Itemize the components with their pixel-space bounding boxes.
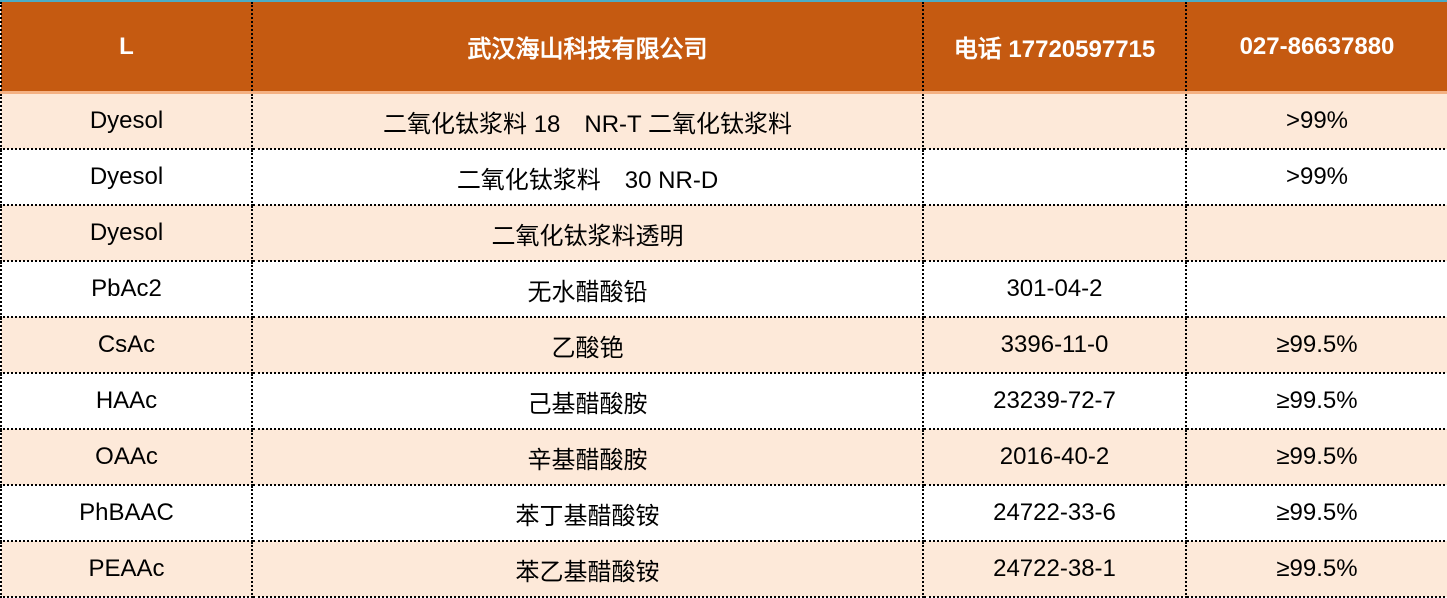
cell-purity: ≥99.5% [1185,540,1447,598]
cell-cas: 23239-72-7 [922,372,1187,430]
cell-name: 无水醋酸铅 [251,260,924,318]
header-name: 武汉海山科技有限公司 [251,2,924,94]
cell-purity: ≥99.5% [1185,484,1447,542]
cell-name: 己基醋酸胺 [251,372,924,430]
cell-purity [1185,204,1447,262]
top-border [0,0,1447,2]
table-row: Dyesol 二氧化钛浆料透明 [0,204,1447,262]
header-cas: 电话 17720597715 [922,2,1187,94]
table-row: PhBAAC 苯丁基醋酸铵 24722-33-6 ≥99.5% [0,484,1447,542]
cell-code: HAAc [0,372,253,430]
cell-cas: 24722-33-6 [922,484,1187,542]
header-code: L [0,2,253,94]
cell-name: 苯乙基醋酸铵 [251,540,924,598]
table-row: PbAc2 无水醋酸铅 301-04-2 [0,260,1447,318]
cell-name: 二氧化钛浆料 30 NR-D [251,148,924,206]
header-purity: 027-86637880 [1185,2,1447,94]
cell-name: 二氧化钛浆料 18 NR-T 二氧化钛浆料 [251,91,924,150]
cell-code: Dyesol [0,204,253,262]
table-row: HAAc 己基醋酸胺 23239-72-7 ≥99.5% [0,372,1447,430]
cell-cas [922,91,1187,150]
cell-name: 苯丁基醋酸铵 [251,484,924,542]
cell-cas: 24722-38-1 [922,540,1187,598]
cell-code: CsAc [0,316,253,374]
table-row: PEAAc 苯乙基醋酸铵 24722-38-1 ≥99.5% [0,540,1447,598]
cell-code: Dyesol [0,91,253,150]
cell-purity: ≥99.5% [1185,428,1447,486]
table-row: OAAc 辛基醋酸胺 2016-40-2 ≥99.5% [0,428,1447,486]
cell-code: Dyesol [0,148,253,206]
cell-name: 二氧化钛浆料透明 [251,204,924,262]
cell-cas: 3396-11-0 [922,316,1187,374]
table-row: Dyesol 二氧化钛浆料 30 NR-D >99% [0,148,1447,206]
cell-purity: ≥99.5% [1185,372,1447,430]
cell-purity: >99% [1185,91,1447,150]
cell-code: PbAc2 [0,260,253,318]
cell-purity: ≥99.5% [1185,316,1447,374]
table-row: CsAc 乙酸铯 3396-11-0 ≥99.5% [0,316,1447,374]
cell-purity [1185,260,1447,318]
cell-purity: >99% [1185,148,1447,206]
cell-cas [922,204,1187,262]
cell-name: 辛基醋酸胺 [251,428,924,486]
table-row: Dyesol 二氧化钛浆料 18 NR-T 二氧化钛浆料 >99% [0,91,1447,150]
cell-code: PhBAAC [0,484,253,542]
cell-cas: 301-04-2 [922,260,1187,318]
cell-code: PEAAc [0,540,253,598]
cell-cas [922,148,1187,206]
cell-code: OAAc [0,428,253,486]
cell-name: 乙酸铯 [251,316,924,374]
header-row: L 武汉海山科技有限公司 电话 17720597715 027-86637880 [0,2,1447,94]
cell-cas: 2016-40-2 [922,428,1187,486]
